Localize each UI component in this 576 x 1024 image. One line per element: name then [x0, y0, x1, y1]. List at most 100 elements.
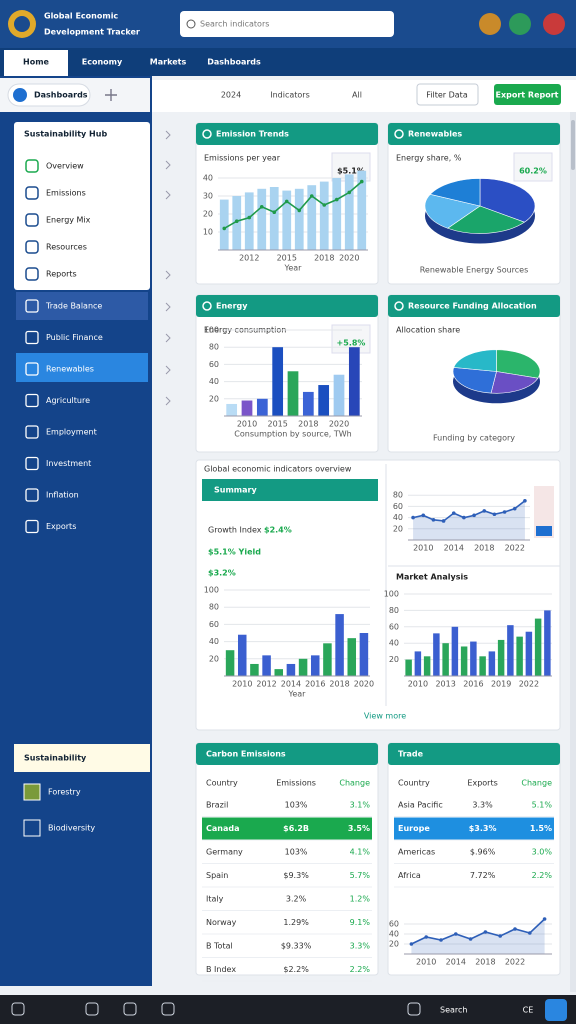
x-tick-label: 2012 [256, 680, 276, 689]
secondary-button[interactable] [416, 83, 479, 106]
item-icon [25, 425, 39, 439]
point [523, 499, 527, 503]
taskbar-icon[interactable] [161, 1002, 175, 1016]
pie-slice [479, 178, 536, 223]
panel-item: Emissions [46, 189, 86, 198]
card [195, 459, 561, 731]
point [512, 506, 517, 511]
avatar[interactable] [543, 13, 565, 35]
table-cell: Europe [398, 824, 430, 833]
x-tick-label: 2018 [474, 544, 494, 553]
x-tick-label: 2015 [277, 254, 297, 263]
taskbar-icon[interactable] [407, 1002, 421, 1016]
card-header [196, 295, 378, 317]
link[interactable]: View more [364, 712, 406, 721]
nav-item[interactable]: Employment [46, 428, 97, 437]
axis-label: Year [284, 264, 303, 273]
table-cell: Italy [206, 895, 224, 904]
button-label: Export Report [496, 91, 559, 100]
tab-bar [0, 48, 576, 76]
nav-item[interactable]: Renewables [46, 365, 94, 374]
point [411, 515, 415, 520]
bar [286, 663, 296, 676]
search-box[interactable] [180, 11, 394, 37]
bar [479, 656, 486, 676]
bar [344, 174, 354, 250]
nav-item[interactable]: Trade Balance [45, 302, 102, 311]
y-tick-label: 40 [209, 637, 219, 646]
x-tick-label: 2020 [339, 254, 359, 263]
bar [307, 185, 317, 250]
table-cell: Change [521, 779, 552, 788]
y-tick-label: 20 [393, 524, 403, 533]
area [413, 500, 525, 540]
taskbar-icon[interactable] [123, 1002, 137, 1016]
point [424, 935, 429, 939]
nav-item[interactable]: Agriculture [46, 396, 90, 405]
dashboards-button[interactable] [7, 83, 91, 107]
x-tick-label: 2016 [463, 680, 483, 689]
card-title: Carbon Emissions [206, 750, 286, 759]
pie-slice [452, 367, 497, 394]
bar [347, 638, 357, 676]
nav-item[interactable]: Inflation [46, 491, 79, 500]
item-icon [23, 819, 41, 837]
taskbar-time: CE [523, 1006, 534, 1015]
taskbar-icon[interactable] [11, 1002, 25, 1016]
table-cell: 2.2% [350, 965, 371, 974]
item-icon [25, 240, 39, 254]
table-cell: 5.1% [532, 801, 553, 810]
bar [332, 178, 342, 250]
bar [225, 650, 235, 676]
nav-item[interactable]: Public Finance [46, 333, 103, 342]
item-icon [25, 362, 39, 376]
bar [250, 663, 259, 676]
table-cell: 3.1% [350, 801, 371, 810]
table-cell: 1.2% [350, 895, 371, 904]
table-cell: Spain [206, 871, 228, 880]
bar [256, 398, 268, 416]
chevron [165, 190, 171, 200]
card-header [388, 295, 560, 317]
bar [405, 659, 412, 676]
table-cell: 3.3% [472, 801, 493, 810]
chevron [165, 130, 171, 140]
bar [232, 196, 242, 250]
point [472, 513, 476, 518]
kpi-value: +5.8% [337, 339, 366, 348]
point [359, 179, 364, 184]
point [483, 930, 488, 934]
table-cell: 9.1% [350, 918, 371, 927]
point [334, 197, 339, 202]
primary-button[interactable] [494, 84, 561, 105]
x-tick-label: 2018 [329, 680, 349, 689]
panel-item: Resources [46, 243, 87, 252]
y-tick-label: 100 [204, 586, 219, 595]
scrollbar[interactable] [570, 112, 576, 992]
bar [287, 371, 299, 416]
chevron [165, 270, 171, 280]
item-icon [25, 330, 39, 345]
nav-item[interactable]: Investment [46, 459, 91, 468]
flag-icon[interactable] [479, 13, 501, 35]
scroll-thumb[interactable] [571, 120, 575, 170]
item-icon [25, 267, 39, 281]
search-icon [186, 19, 196, 29]
add-icon[interactable] [105, 89, 117, 101]
taskbar-icon[interactable] [85, 1002, 99, 1016]
taskbar-icon[interactable] [545, 999, 567, 1021]
flag-icon[interactable] [509, 13, 531, 35]
nav-item[interactable]: Exports [46, 522, 76, 531]
y-tick-label: 80 [389, 606, 399, 615]
point [462, 515, 466, 520]
bar [451, 626, 459, 676]
x-tick-label: 2013 [435, 680, 455, 689]
table-cell: Asia Pacific [398, 801, 443, 810]
toolbar-link: All [352, 91, 362, 100]
active-tab[interactable] [4, 50, 68, 76]
bar [237, 634, 247, 676]
table-cell: Norway [206, 918, 237, 927]
y-tick-label: 100 [384, 590, 399, 599]
pie-slice [429, 178, 481, 207]
card-title: Emission Trends [216, 130, 289, 139]
